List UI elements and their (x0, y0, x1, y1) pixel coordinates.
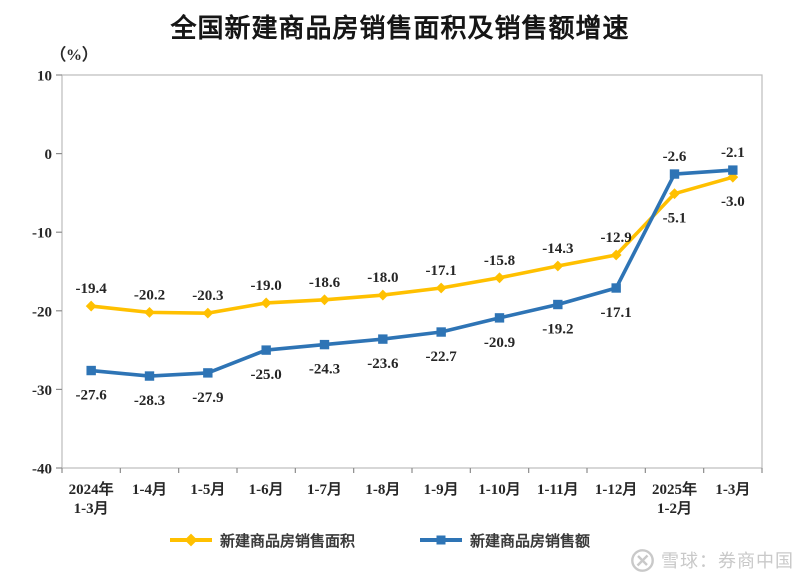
data-label: -23.6 (367, 356, 399, 372)
data-label: -27.9 (192, 390, 223, 406)
x-axis-label: 1-10月 (478, 481, 521, 498)
data-point (611, 283, 621, 293)
data-point (494, 272, 505, 284)
data-point (494, 313, 505, 323)
data-label: -19.4 (76, 281, 108, 297)
x-axis-label: 1-2月 (657, 500, 692, 517)
legend-item-sales-area: 新建商品房销售面积 (170, 528, 355, 552)
legend-item-sales-amount: 新建商品房销售额 (420, 528, 590, 552)
data-label: -2.1 (721, 145, 745, 161)
data-point (552, 260, 564, 272)
x-axis-label: 1-3月 (715, 481, 750, 498)
data-point (378, 334, 388, 344)
y-axis-tick-label: -40 (32, 462, 52, 478)
data-label: -3.0 (721, 194, 745, 210)
data-label: -19.0 (251, 278, 282, 294)
data-point (86, 365, 96, 376)
x-axis-label: 1-12月 (595, 481, 638, 498)
y-axis-unit-label: （%） (50, 47, 99, 64)
x-axis-label: 1-3月 (74, 500, 109, 517)
data-label: -18.6 (309, 275, 341, 291)
y-axis-tick-label: -20 (32, 304, 52, 320)
chart-legend: 新建商品房销售面积 新建商品房销售额 (0, 528, 800, 552)
x-axis-label: 1-9月 (424, 481, 459, 498)
watermark-text: 雪球：券商中国 (661, 551, 794, 571)
data-label: -20.3 (192, 288, 223, 304)
chart-title: 全国新建商品房销售面积及销售额增速 (170, 13, 630, 43)
data-point (377, 289, 389, 301)
data-point (728, 165, 738, 175)
series-line-0 (89, 175, 735, 315)
data-label: -14.3 (542, 241, 573, 257)
sales-amount-line-swatch (420, 535, 462, 545)
data-point (85, 300, 97, 312)
data-point (319, 294, 330, 306)
y-axis-tick-label: 10 (37, 69, 52, 85)
data-label: -15.8 (484, 253, 515, 269)
data-point (203, 368, 213, 378)
x-axis-label: 1-5月 (190, 481, 225, 498)
y-axis-tick-label: 0 (45, 147, 53, 163)
x-axis-label: 2025年 (652, 480, 697, 498)
data-label: -20.9 (484, 335, 515, 351)
x-axis-label: 1-6月 (249, 481, 284, 498)
data-point (144, 306, 155, 318)
data-point (202, 307, 214, 319)
square-marker-icon (436, 535, 446, 545)
data-label: -24.3 (309, 362, 340, 378)
data-point (435, 282, 447, 294)
y-axis-tick-label: -10 (32, 226, 52, 242)
data-point (436, 327, 446, 337)
x-axis-label: 2024年 (69, 480, 114, 498)
x-axis-label: 1-8月 (365, 481, 400, 498)
data-label: -25.0 (251, 367, 282, 383)
data-point (610, 249, 622, 261)
data-label: -20.2 (134, 287, 165, 303)
diamond-marker-icon (184, 533, 198, 547)
data-point (669, 188, 680, 200)
legend-label-sales-amount: 新建商品房销售额 (470, 533, 591, 550)
legend-label-sales-area: 新建商品房销售面积 (220, 533, 356, 550)
data-label: -2.6 (663, 149, 687, 165)
data-point (261, 345, 271, 355)
data-label: -19.2 (542, 322, 573, 338)
data-point (553, 299, 563, 310)
data-label: -18.0 (367, 270, 398, 286)
y-axis-tick-label: -30 (32, 383, 52, 399)
data-label: -17.1 (601, 305, 632, 321)
watermark: 雪球：券商中国 (630, 547, 794, 573)
x-axis-label: 1-7月 (307, 481, 342, 498)
data-label: -27.6 (76, 388, 108, 404)
data-point (669, 169, 680, 179)
data-label: -17.1 (426, 263, 457, 279)
data-point (319, 339, 330, 350)
data-label: -28.3 (134, 393, 165, 409)
data-label: -22.7 (426, 349, 458, 365)
x-axis-label: 1-4月 (132, 481, 167, 498)
series-line-1 (89, 168, 735, 378)
x-axis-label: 1-11月 (537, 481, 579, 498)
data-label: -12.9 (601, 230, 632, 246)
xueqiu-logo-icon (631, 548, 654, 572)
data-point (144, 371, 155, 381)
sales-area-line-swatch (170, 533, 212, 547)
data-label: -5.1 (663, 211, 687, 227)
plot-border (61, 74, 763, 469)
data-point (260, 297, 272, 309)
